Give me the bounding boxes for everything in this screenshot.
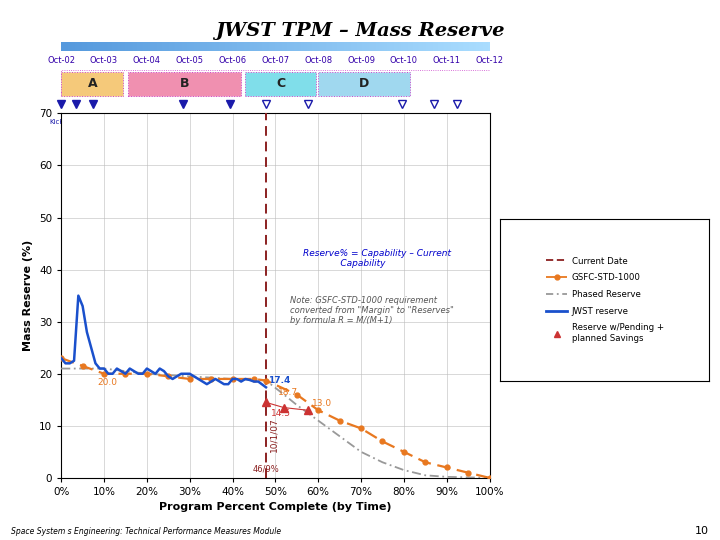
Text: Oct-05: Oct-05 — [176, 56, 204, 65]
Text: Oct-10: Oct-10 — [390, 56, 418, 65]
Text: Oct-02: Oct-02 — [48, 56, 75, 65]
Text: B: B — [179, 77, 189, 90]
Text: Oct-09: Oct-09 — [347, 56, 375, 65]
Text: Reserve% = Capability – Current
             Capability: Reserve% = Capability – Current Capabili… — [303, 249, 451, 268]
Text: Oct-06: Oct-06 — [218, 56, 247, 65]
Text: Kickoff: Kickoff — [50, 119, 73, 125]
Text: ΔMDR: ΔMDR — [66, 119, 86, 125]
Bar — [61, 71, 123, 96]
Bar — [127, 71, 241, 96]
Bar — [318, 71, 410, 96]
Text: 14.5: 14.5 — [271, 409, 291, 418]
Text: PSR: PSR — [427, 119, 441, 125]
Text: LRD = 6/13: LRD = 6/13 — [438, 119, 477, 125]
Text: PDR: PDR — [259, 119, 273, 125]
Text: C: C — [276, 77, 285, 90]
Text: 10/1/07: 10/1/07 — [269, 417, 279, 452]
Text: Oct-11: Oct-11 — [433, 56, 461, 65]
Text: 18.7: 18.7 — [277, 388, 297, 397]
Text: FNAR: FNAR — [221, 119, 240, 125]
Text: JWST TPM – Mass Reserve: JWST TPM – Mass Reserve — [215, 22, 505, 39]
Text: Oct-08: Oct-08 — [304, 56, 333, 65]
Text: D: D — [359, 77, 369, 90]
Text: Oct-04: Oct-04 — [133, 56, 161, 65]
Text: 10: 10 — [696, 525, 709, 536]
Text: Space System s Engineering: Technical Performance Measures Module: Space System s Engineering: Technical Pe… — [11, 526, 281, 536]
Bar — [246, 71, 316, 96]
Text: Oct-12: Oct-12 — [476, 56, 503, 65]
Text: Oct-07: Oct-07 — [261, 56, 289, 65]
Text: A: A — [87, 77, 97, 90]
Text: Oct-03: Oct-03 — [90, 56, 118, 65]
Y-axis label: Mass Reserve (%): Mass Reserve (%) — [24, 240, 34, 352]
Legend: Current Date, GSFC-STD-1000, Phased Reserve, JWST reserve, Reserve w/Pending +
p: Current Date, GSFC-STD-1000, Phased Rese… — [542, 253, 667, 346]
Text: 17.4: 17.4 — [268, 376, 290, 385]
Text: IRR: IRR — [396, 119, 408, 125]
Text: SRR: SRR — [86, 119, 100, 125]
Text: CDR: CDR — [300, 119, 315, 125]
Text: Note: GSFC-STD-1000 requirement
converted from "Margin" to "Reserves"
by formula: Note: GSFC-STD-1000 requirement converte… — [290, 296, 454, 326]
Text: 20.0: 20.0 — [98, 378, 117, 387]
Text: 46/9%: 46/9% — [253, 465, 279, 474]
Text: 13.0: 13.0 — [312, 399, 332, 408]
Text: SDR: SDR — [176, 119, 191, 125]
X-axis label: Program Percent Complete (by Time): Program Percent Complete (by Time) — [159, 503, 392, 512]
